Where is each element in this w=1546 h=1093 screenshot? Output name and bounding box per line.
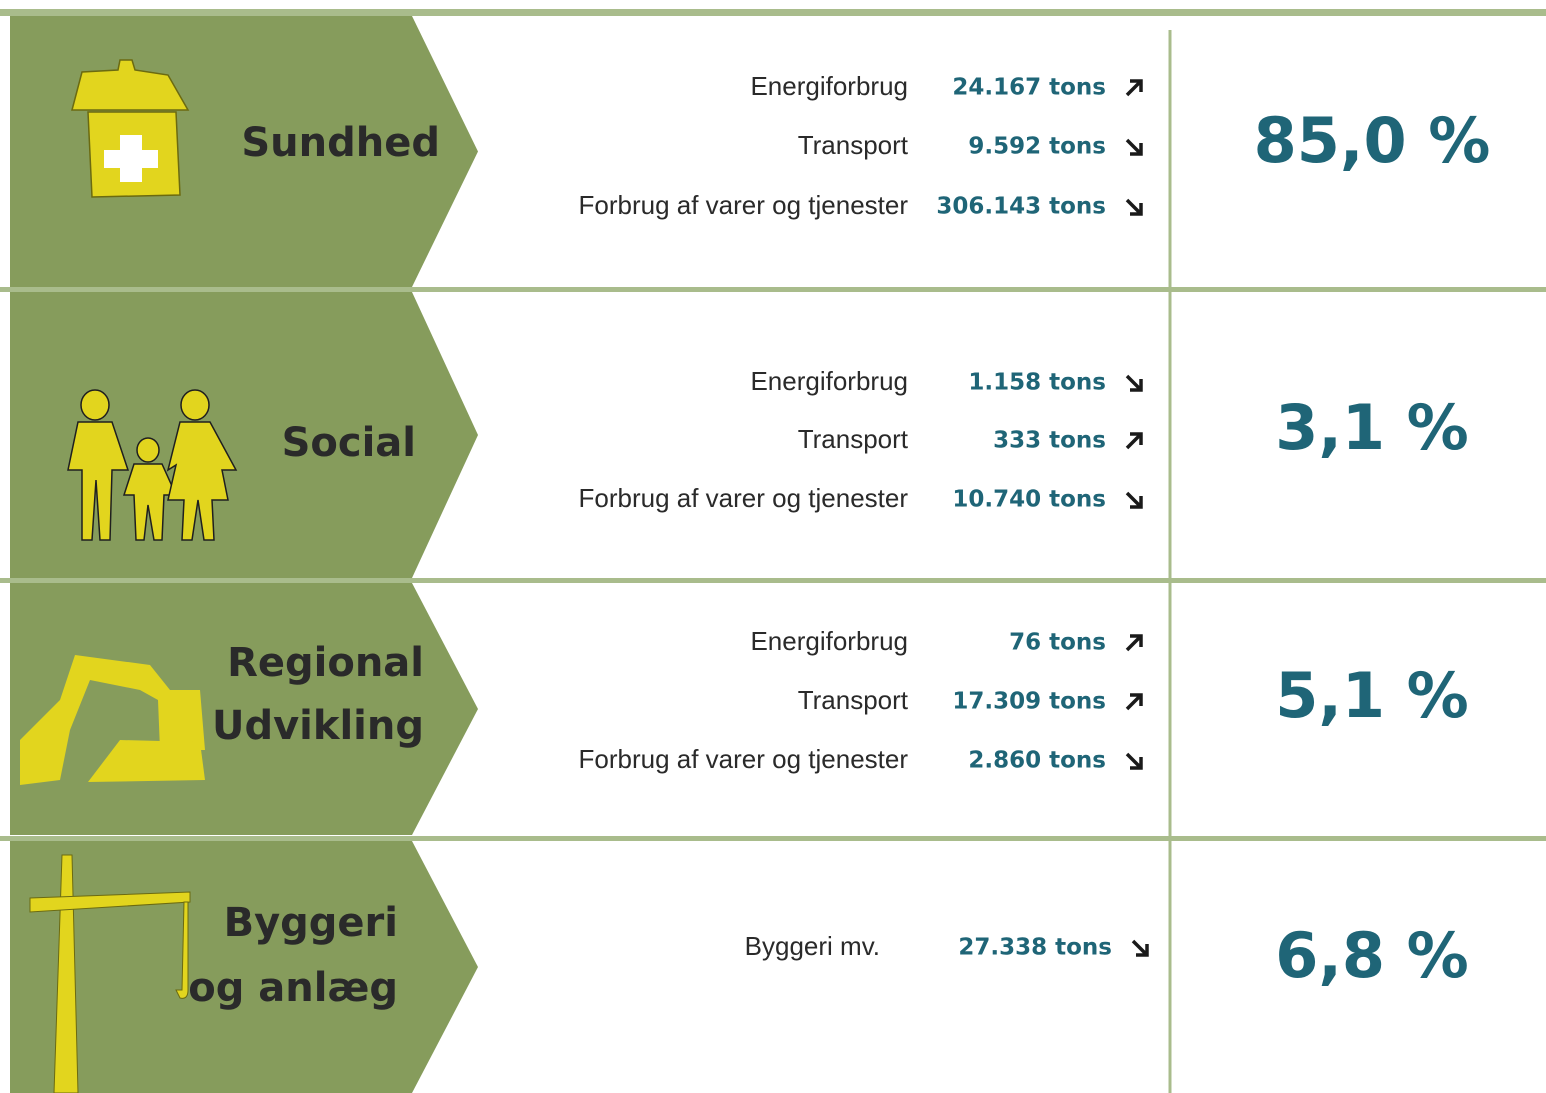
- category-title: Byggeri: [224, 900, 398, 946]
- item-label: Energiforbrug: [750, 626, 908, 656]
- item-value: 1.158 tons: [968, 370, 1106, 396]
- item-value: 27.338 tons: [958, 935, 1112, 961]
- item-label: Energiforbrug: [750, 366, 908, 396]
- item-label: Transport: [798, 130, 909, 160]
- row-separator: [0, 287, 1546, 292]
- trend-arrow: [1127, 636, 1141, 650]
- trend-arrow: [1127, 200, 1141, 214]
- trend-arrow: [1133, 941, 1147, 955]
- row-separator: [0, 578, 1546, 583]
- share-percent: 6,8 %: [1275, 919, 1469, 992]
- share-percent: 85,0 %: [1254, 104, 1491, 177]
- category-title: og anlæg: [188, 965, 398, 1011]
- infographic: Sundhed Energiforbrug 24.167 tons Transport…: [0, 0, 1546, 1093]
- category-title: Social: [282, 420, 416, 466]
- item-value: 10.740 tons: [952, 487, 1106, 513]
- category-title: Regional: [227, 640, 424, 686]
- item-value: 306.143 tons: [936, 194, 1106, 220]
- trend-arrow: [1127, 754, 1141, 768]
- item-label: Forbrug af varer og tjenester: [579, 744, 909, 774]
- trend-arrow: [1127, 376, 1141, 390]
- share-percent: 3,1 %: [1275, 391, 1469, 464]
- category-title: Udvikling: [212, 703, 424, 749]
- item-value: 24.167 tons: [952, 75, 1106, 101]
- item-label: Transport: [798, 424, 909, 454]
- item-label: Byggeri mv.: [745, 931, 880, 961]
- trend-arrow: [1127, 493, 1141, 507]
- item-label: Energiforbrug: [750, 71, 908, 101]
- trend-arrow: [1127, 434, 1141, 448]
- item-label: Transport: [798, 685, 909, 715]
- category-title: Sundhed: [241, 120, 440, 166]
- item-value: 9.592 tons: [968, 134, 1106, 160]
- item-label: Forbrug af varer og tjenester: [579, 190, 909, 220]
- item-value: 333 tons: [993, 428, 1106, 454]
- trend-arrow: [1127, 695, 1141, 709]
- top-rule: [0, 9, 1546, 16]
- item-value: 2.860 tons: [968, 748, 1106, 774]
- item-label: Forbrug af varer og tjenester: [579, 483, 909, 513]
- trend-arrow: [1127, 140, 1141, 154]
- trend-arrow: [1127, 81, 1141, 95]
- row-separator: [0, 836, 1546, 841]
- item-value: 17.309 tons: [952, 689, 1106, 715]
- share-percent: 5,1 %: [1275, 659, 1469, 732]
- item-value: 76 tons: [1009, 630, 1106, 656]
